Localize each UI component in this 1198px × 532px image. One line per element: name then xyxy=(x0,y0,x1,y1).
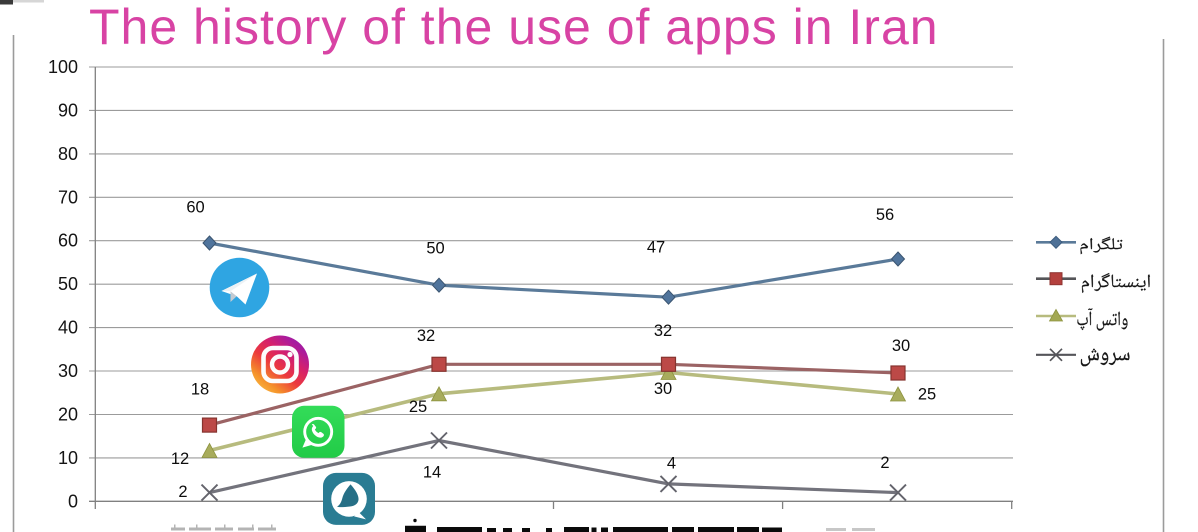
svg-text:14: 14 xyxy=(423,464,441,482)
svg-text:25: 25 xyxy=(409,398,427,416)
svg-text:60: 60 xyxy=(58,231,78,251)
svg-text:60: 60 xyxy=(186,199,204,217)
svg-text:12: 12 xyxy=(171,450,189,468)
svg-text:2: 2 xyxy=(880,454,889,472)
svg-text:30: 30 xyxy=(892,337,910,355)
svg-text:10: 10 xyxy=(58,448,78,468)
svg-text:30: 30 xyxy=(654,380,672,398)
svg-text:0: 0 xyxy=(68,491,78,511)
svg-text:25: 25 xyxy=(918,386,936,404)
svg-text:70: 70 xyxy=(58,187,78,207)
svg-text:90: 90 xyxy=(58,100,78,120)
svg-text:18: 18 xyxy=(191,381,209,399)
svg-text:50: 50 xyxy=(58,274,78,294)
svg-text:32: 32 xyxy=(417,327,435,345)
svg-text:47: 47 xyxy=(647,239,665,257)
svg-text:50: 50 xyxy=(426,240,444,258)
svg-text:40: 40 xyxy=(58,318,78,338)
svg-text:2: 2 xyxy=(178,483,187,501)
svg-text:4: 4 xyxy=(667,455,676,473)
svg-text:56: 56 xyxy=(876,206,894,224)
svg-text:100: 100 xyxy=(48,57,78,77)
svg-text:30: 30 xyxy=(58,361,78,381)
svg-text:20: 20 xyxy=(58,405,78,425)
svg-text:32: 32 xyxy=(654,322,672,340)
svg-text:80: 80 xyxy=(58,144,78,164)
